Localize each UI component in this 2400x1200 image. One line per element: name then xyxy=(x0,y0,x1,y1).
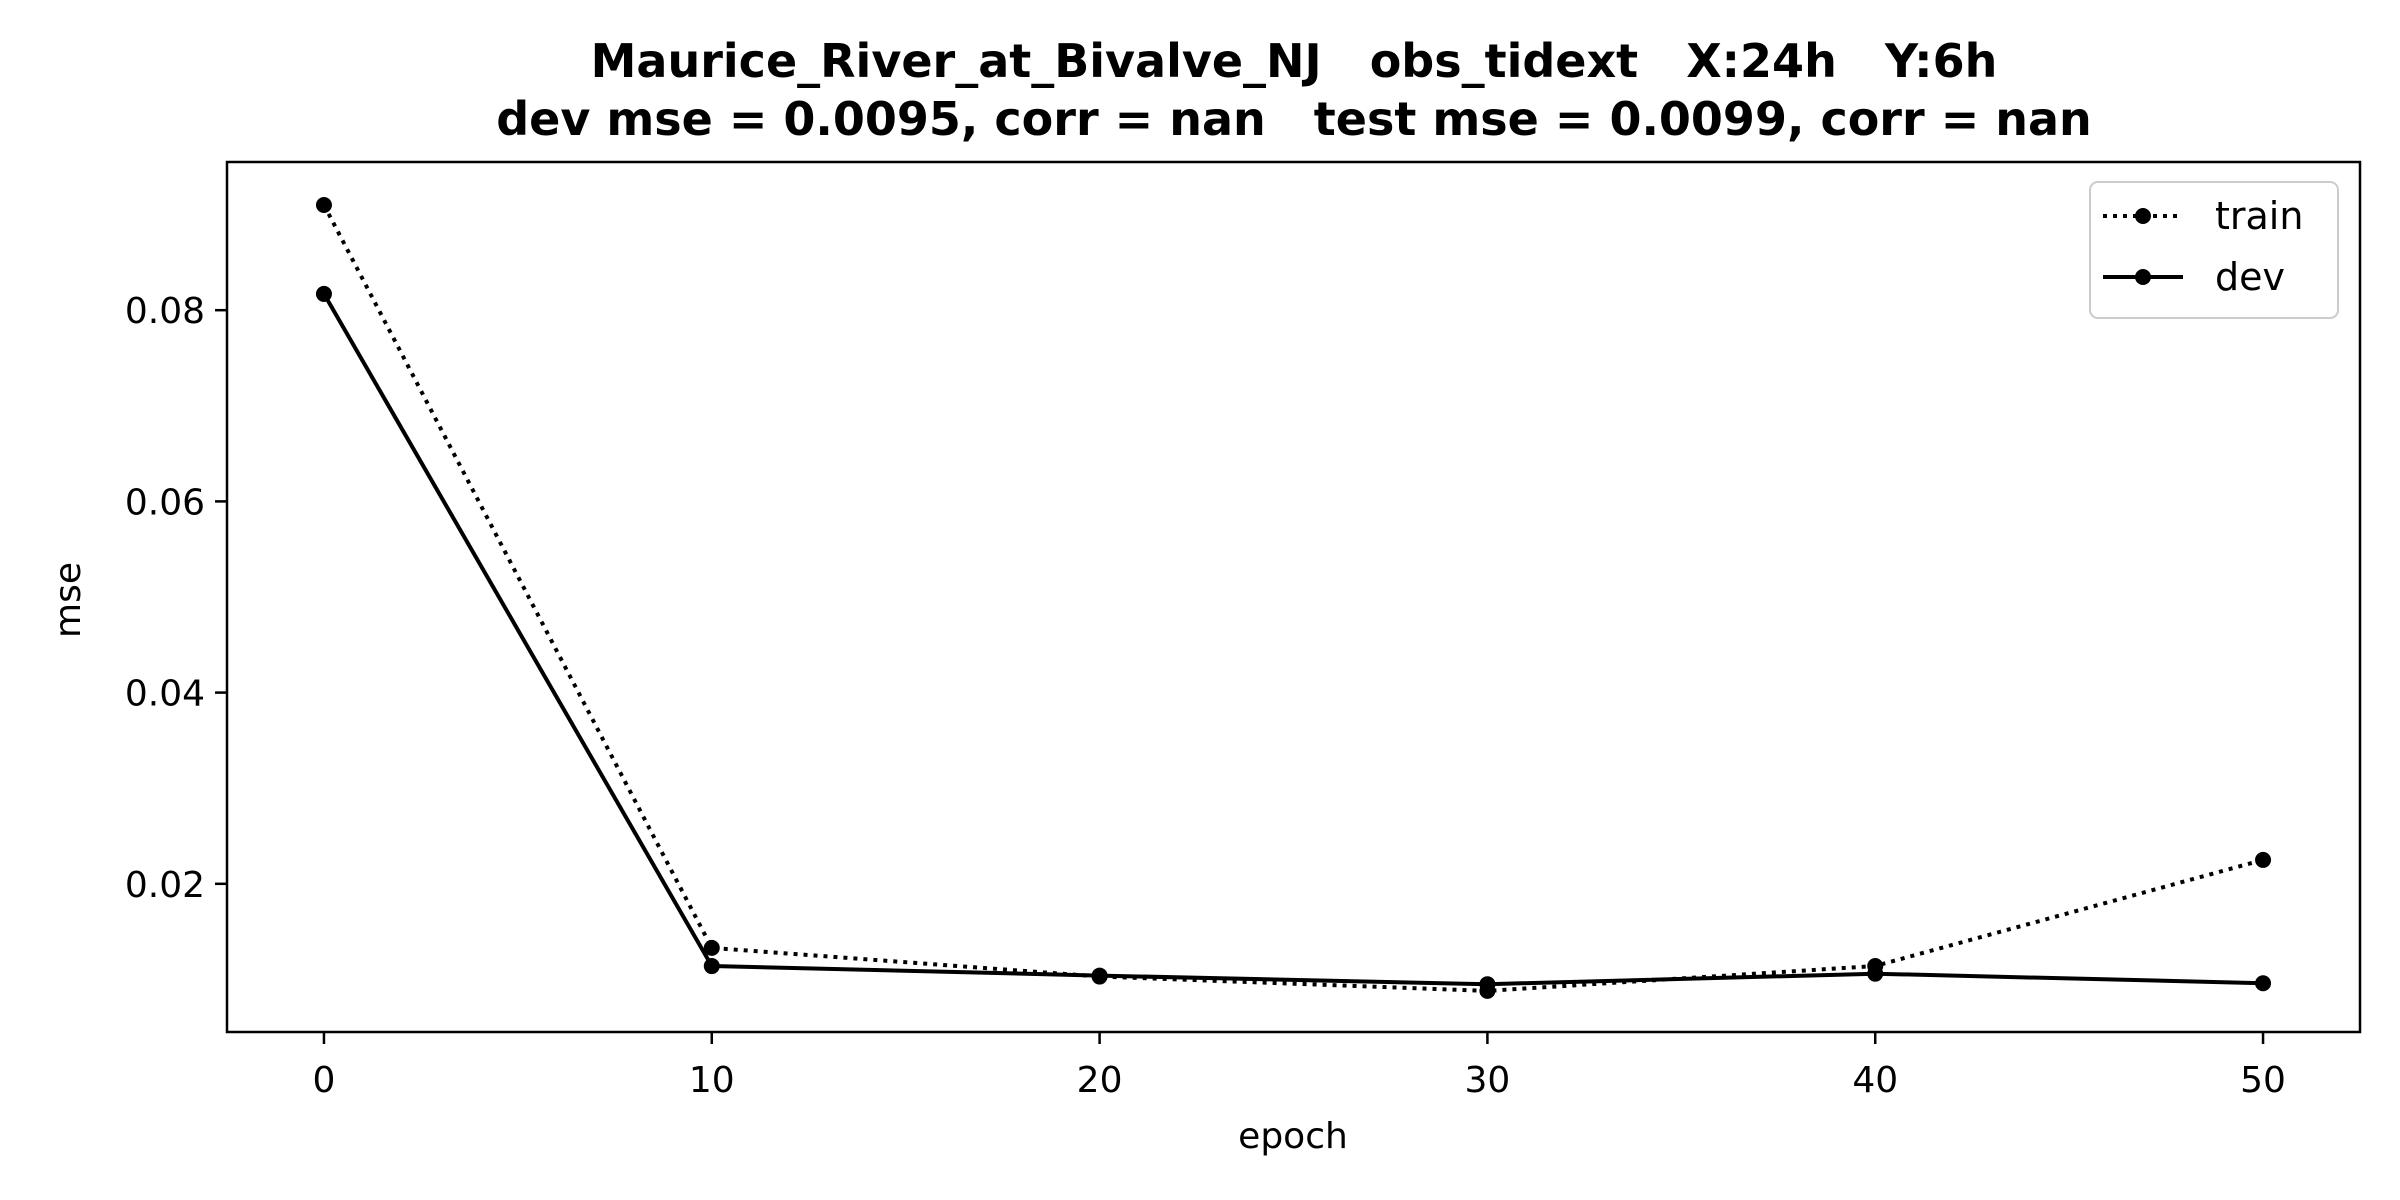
legend-box xyxy=(2089,181,2339,319)
y-tick-label: 0.08 xyxy=(125,291,205,332)
legend-train-marker xyxy=(2135,208,2151,224)
y-tick-label: 0.04 xyxy=(125,674,205,715)
legend-train-label: train xyxy=(2215,194,2303,238)
dev-point xyxy=(703,958,720,975)
y-axis-label: mse xyxy=(48,562,89,638)
train-point xyxy=(2255,851,2272,868)
x-tick-label: 50 xyxy=(2240,1060,2286,1101)
x-tick-label: 0 xyxy=(313,1060,336,1101)
chart-title: Maurice_River_at_Bivalve_NJ obs_tidext X… xyxy=(591,34,1998,88)
y-axis: 0.02 0.04 0.06 0.08 xyxy=(125,291,227,906)
x-axis-label: epoch xyxy=(1238,1116,1348,1157)
axes-frame xyxy=(225,160,2362,1034)
legend-items: train dev xyxy=(2103,194,2303,299)
x-tick-label: 40 xyxy=(1852,1060,1898,1101)
y-tick-label: 0.02 xyxy=(125,865,205,906)
plot-area xyxy=(315,197,2272,999)
dev-point xyxy=(2255,975,2272,992)
train-point xyxy=(315,197,332,214)
x-tick-label: 10 xyxy=(689,1060,735,1101)
train-point xyxy=(703,939,720,956)
legend: train dev xyxy=(2089,181,2339,319)
dev-series-line xyxy=(322,292,2264,987)
dev-point xyxy=(315,285,332,302)
train-series-line xyxy=(322,204,2264,993)
x-tick-label: 20 xyxy=(1077,1060,1123,1101)
legend-dev-marker xyxy=(2135,269,2151,285)
dev-point xyxy=(1867,965,1884,982)
y-tick-label: 0.06 xyxy=(125,482,205,523)
x-tick-label: 30 xyxy=(1465,1060,1511,1101)
dev-point xyxy=(1091,967,1108,984)
legend-dev-label: dev xyxy=(2215,255,2285,299)
x-axis: 0 10 20 30 40 50 xyxy=(313,1032,2286,1101)
chart-subtitle: dev mse = 0.0095, corr = nan test mse = … xyxy=(496,92,2092,146)
dev-point xyxy=(1479,976,1496,993)
